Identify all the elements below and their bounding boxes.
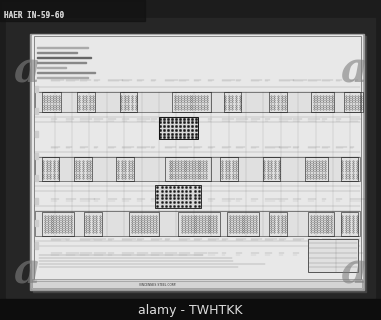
- Bar: [33, 36, 366, 292]
- Bar: [178, 212, 220, 236]
- Bar: [35, 108, 38, 115]
- Bar: [74, 157, 92, 181]
- Bar: [42, 92, 61, 112]
- Bar: [220, 157, 238, 181]
- Bar: [34, 36, 361, 287]
- Bar: [32, 35, 362, 288]
- Bar: [35, 153, 38, 159]
- Bar: [84, 212, 102, 236]
- Text: VINCENNES STEEL CORP.: VINCENNES STEEL CORP.: [139, 283, 176, 287]
- Bar: [120, 92, 138, 112]
- Bar: [158, 117, 197, 139]
- Bar: [35, 156, 360, 181]
- Bar: [0, 0, 145, 21]
- Bar: [37, 72, 94, 73]
- Bar: [37, 47, 88, 48]
- Bar: [77, 92, 95, 112]
- Text: alamy - TWHTKK: alamy - TWHTKK: [138, 304, 243, 317]
- Bar: [116, 157, 134, 181]
- Bar: [30, 34, 364, 290]
- Bar: [42, 212, 74, 236]
- Bar: [311, 92, 334, 112]
- Bar: [35, 211, 360, 236]
- Bar: [341, 157, 359, 181]
- Bar: [37, 76, 88, 78]
- Bar: [308, 212, 334, 236]
- Bar: [269, 212, 287, 236]
- Bar: [344, 92, 363, 112]
- Bar: [35, 92, 360, 112]
- Text: HAER IN-59-60: HAER IN-59-60: [4, 11, 64, 20]
- Bar: [37, 62, 86, 63]
- Bar: [227, 212, 259, 236]
- Bar: [308, 239, 359, 272]
- Bar: [35, 175, 38, 181]
- Bar: [35, 242, 38, 249]
- Bar: [341, 212, 359, 236]
- Text: a: a: [341, 49, 368, 92]
- Bar: [35, 220, 38, 226]
- Text: a: a: [341, 251, 368, 293]
- Bar: [32, 279, 362, 288]
- Bar: [263, 157, 280, 181]
- Bar: [35, 131, 38, 137]
- Bar: [42, 157, 59, 181]
- Text: HAER IN-59-60: HAER IN-59-60: [4, 11, 64, 20]
- Text: a: a: [13, 49, 40, 92]
- Bar: [37, 52, 77, 53]
- Bar: [269, 92, 287, 112]
- Text: a: a: [13, 251, 40, 293]
- Bar: [305, 157, 328, 181]
- Bar: [0, 299, 381, 320]
- Bar: [37, 57, 91, 58]
- Bar: [129, 212, 158, 236]
- Bar: [35, 198, 38, 204]
- Bar: [6, 18, 375, 298]
- Bar: [37, 67, 66, 68]
- Bar: [35, 86, 38, 92]
- Bar: [224, 92, 242, 112]
- Bar: [165, 157, 211, 181]
- Bar: [155, 185, 201, 208]
- Bar: [171, 92, 211, 112]
